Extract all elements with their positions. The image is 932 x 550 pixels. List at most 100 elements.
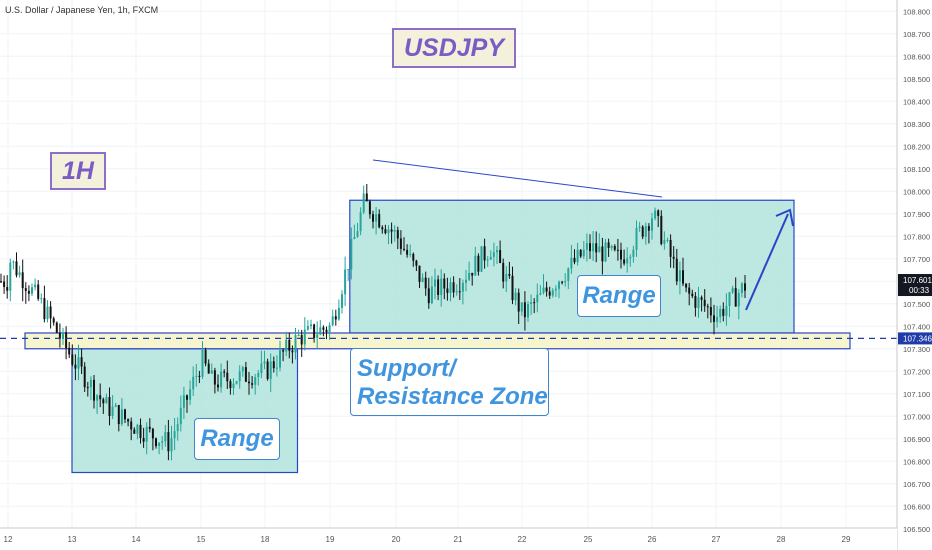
candle [527,301,529,322]
candle [9,258,12,302]
candle [626,247,629,273]
candle [530,294,533,316]
candle [179,395,182,432]
candle [576,242,579,266]
candle [471,272,474,286]
candle [244,361,247,383]
candle [282,348,285,362]
candle [499,240,502,264]
candle [0,273,2,284]
candle [83,362,86,392]
candle [409,244,412,258]
candle [6,275,9,299]
candle [217,374,219,392]
candle [427,277,430,309]
timeframe-label: 1H [50,152,106,190]
price-tick-label: 106.800 [903,457,930,466]
candle [120,398,123,427]
candle [368,199,371,219]
candle [285,331,288,357]
candle [139,418,142,444]
candle [229,379,232,395]
time-tick-label: 12 [4,535,13,544]
candle [294,328,297,360]
candle [186,394,188,413]
candle [502,258,505,289]
candle [207,359,210,374]
candle [440,269,443,307]
candle [331,309,334,327]
candle [452,276,455,298]
candle [610,244,613,251]
price-tick-label: 108.000 [903,187,930,196]
candle [288,332,291,359]
candle [322,325,325,337]
candle [316,321,319,349]
candle [213,367,216,394]
candle [412,252,415,267]
candle [65,326,68,360]
candle [638,221,641,232]
candle [145,422,148,455]
candle [52,316,55,326]
candle [678,261,681,295]
candle [725,293,728,326]
candle [421,273,424,283]
candle [582,240,585,259]
candle [570,244,573,274]
candle [74,354,77,381]
candle [133,427,136,434]
candle [381,225,384,234]
time-tick-label: 27 [712,535,721,544]
candle [415,259,418,272]
current-price-tag [898,274,932,297]
candle [164,424,167,447]
candle [248,371,250,395]
candle [492,242,495,267]
candle [657,209,660,228]
candle [604,238,607,263]
candle [158,442,161,455]
candle [607,238,610,257]
candle [40,293,43,304]
current-price-label: 107.601 [903,276,932,285]
time-tick-label: 26 [648,535,657,544]
price-tick-label: 106.900 [903,435,930,444]
candle [477,253,480,276]
candle [669,234,672,268]
candle [12,260,15,270]
candle [685,283,688,293]
candle [80,348,83,375]
candle [551,288,554,298]
candle [235,380,238,385]
candle [579,249,582,259]
price-tick-label: 107.700 [903,255,930,264]
time-tick-label: 29 [842,535,851,544]
candle [728,291,731,318]
candle [486,256,489,267]
price-tick-label: 106.700 [903,480,930,489]
candle [62,327,64,345]
candle [201,341,204,379]
candle [375,207,378,235]
candle [517,288,520,325]
candle [455,284,458,296]
candle [372,210,374,229]
candle [437,275,440,301]
candle [155,437,157,449]
candle [300,329,303,357]
candle [55,321,58,334]
candle [269,353,272,392]
candle [117,404,120,432]
candle [666,237,669,243]
candle [27,285,30,302]
time-tick-label: 18 [261,535,270,544]
range-note-left: Range [194,418,280,460]
candle [511,266,514,305]
candle [716,305,719,328]
zone-layer [24,199,851,474]
candle [734,277,737,307]
candle [31,283,33,297]
